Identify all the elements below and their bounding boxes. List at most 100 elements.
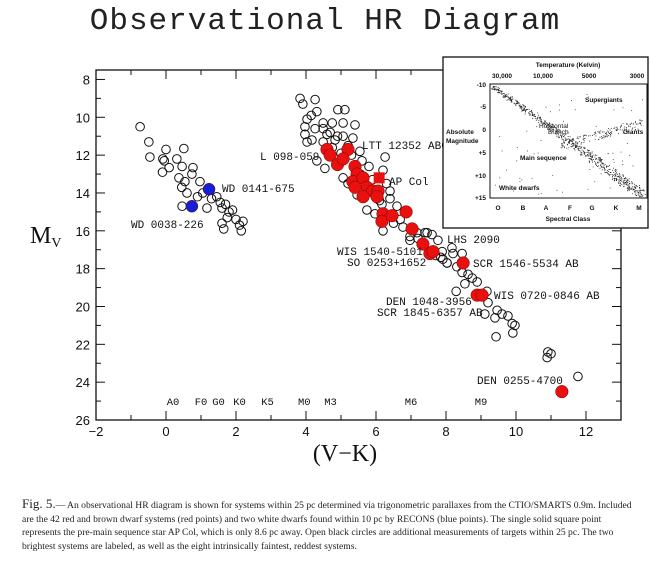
inset-temp-30000: 30,000 [492, 73, 512, 80]
y-axis-title: MV [30, 223, 61, 251]
open-circle-point [355, 146, 365, 157]
open-circle-point [338, 173, 348, 183]
open-circle-point [332, 131, 343, 142]
spectral-type-label: K5 [261, 397, 274, 409]
red-dwarf-point [356, 190, 370, 204]
red-dwarf-point [370, 190, 384, 204]
label-l-098-059: L 098-059 [260, 152, 319, 164]
inset-ytick: +10 [475, 173, 486, 180]
open-circle-point [312, 156, 322, 166]
open-circle-point [176, 182, 187, 193]
label-wd-0141-675: WD 0141-675 [222, 184, 295, 196]
open-circle-point [161, 144, 171, 155]
open-circle-point [300, 129, 310, 140]
spectral-type-label: M9 [475, 397, 488, 409]
open-circle-point [188, 162, 198, 173]
open-circle-point [338, 131, 348, 142]
label-so-0253-1652: SO 0253+1652 [347, 258, 426, 270]
open-circle-point [182, 188, 192, 198]
figure-caption: Fig. 5.— An observational HR diagram is … [22, 497, 642, 553]
open-circle-point [215, 197, 226, 208]
open-circle-point [327, 118, 338, 128]
open-circle-point [405, 235, 415, 246]
open-circle-point [302, 114, 312, 124]
inset-ytick: -5 [480, 104, 486, 111]
label-den-1048-3956: DEN 1048-3956 [386, 297, 472, 309]
open-circle-point [145, 152, 155, 162]
inset-class-k: K [614, 205, 619, 212]
plot-frame [95, 69, 622, 421]
red-dwarf-point [555, 385, 569, 399]
open-circle-point [546, 348, 556, 359]
open-circle-point [157, 167, 168, 177]
open-circle-point [490, 313, 500, 323]
red-dwarf-point [348, 180, 362, 194]
open-circle-point [385, 186, 395, 196]
spectral-type-label: K0 [233, 397, 246, 409]
inset-temp-3000: 3000 [630, 73, 645, 80]
inset-class-a: A [544, 205, 549, 212]
red-dwarf-point [426, 245, 440, 259]
open-circle-point [238, 216, 248, 227]
open-circle-point [159, 156, 170, 166]
red-dwarf-point [399, 205, 413, 219]
open-circle-point [222, 212, 233, 223]
red-dwarf-point [323, 148, 337, 162]
inset-ytick: +5 [479, 150, 487, 157]
spectral-type-label: F0 [195, 397, 208, 409]
open-circle-point [491, 331, 501, 342]
label-wis-1540-5101: WIS 1540-5101 [337, 247, 423, 259]
open-circle-point [135, 121, 145, 132]
red-dwarf-point [416, 237, 430, 251]
label-ltt-12352: LTT 12352 ABC [362, 141, 448, 153]
red-dwarf-point [475, 288, 489, 302]
y-tick-label: 8 [83, 72, 90, 87]
open-circle-point [177, 161, 187, 172]
open-circle-point [310, 94, 320, 105]
label-ap-col: AP Col [389, 177, 429, 189]
label-wd-0038-226: WD 0038-226 [131, 220, 204, 232]
ap-col-square-point [373, 172, 385, 184]
spectral-type-label: M0 [298, 397, 311, 409]
inset-ytick: 0 [482, 127, 486, 134]
data-points [135, 93, 583, 399]
red-dwarf-point [336, 152, 350, 166]
open-circle-point [340, 104, 350, 115]
inset-label-main-sequence: Main sequence [520, 155, 567, 162]
caption-text: — An observational HR diagram is shown f… [22, 500, 632, 552]
inset-temp-5000: 5000 [582, 73, 597, 80]
y-tick-label: 12 [76, 148, 90, 163]
open-circle-point [202, 203, 212, 213]
open-circle-point [307, 135, 317, 145]
open-circle-point [310, 123, 320, 134]
open-circle-point [333, 104, 343, 115]
y-tick-label: 10 [76, 110, 90, 125]
label-den-0255-4700: DEN 0255-4700 [477, 376, 563, 388]
y-tick-label: 14 [76, 186, 90, 201]
y-tick-label: 16 [76, 224, 90, 239]
open-circle-point [227, 205, 238, 215]
open-circle-point [435, 252, 446, 263]
open-circle-point [218, 224, 229, 234]
open-circle-point [507, 318, 517, 329]
open-circle-point [503, 311, 513, 321]
inset-ytick: -10 [477, 82, 487, 89]
open-circle-point [302, 137, 312, 147]
open-circle-point [348, 133, 358, 143]
open-circle-point [433, 235, 443, 246]
open-circle-point [322, 129, 332, 140]
spectral-type-label: G0 [212, 397, 225, 409]
open-circle-point [447, 243, 457, 253]
inset-class-g: G [589, 205, 594, 212]
open-circle-point [451, 286, 461, 297]
red-dwarf-point [385, 209, 399, 223]
inset-label-white-dwarfs: White dwarfs [499, 185, 540, 192]
open-circle-point [460, 278, 470, 289]
inset-class-f: F [568, 205, 572, 212]
x-tick-label: 6 [372, 424, 379, 439]
y-tick-label: 26 [76, 413, 90, 428]
inset-temp-10000: 10,000 [533, 73, 553, 80]
open-circle-point [195, 176, 205, 187]
y-tick-label: 20 [76, 299, 90, 314]
